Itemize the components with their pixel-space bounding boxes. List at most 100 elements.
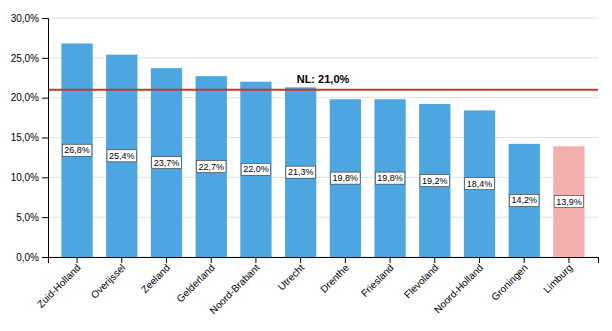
data-label-group: 19,8% [375,172,405,184]
data-label: 26,8% [64,145,90,155]
axis-line [49,258,599,264]
data-label: 13,9% [556,197,582,207]
tick-label: 20,0% [11,92,39,103]
tick-label: Friesland [359,262,396,299]
chart-svg: Zuid-HollandOverijsselZeelandGelderlandN… [0,0,612,331]
data-labels: 26,8% 25,4% 23,7% 22,7% 22,0% 21,3% 19,8% 19,8%… [62,144,583,207]
tick-label: Gelderland [174,262,216,304]
tick: Utrecht [276,257,307,293]
grid-line [48,18,598,19]
tick-mark [211,257,212,263]
tick: Noord-Brabant [207,257,261,316]
bar [240,82,271,257]
data-label-group: 19,8% [331,172,361,184]
tick-mark [390,257,391,263]
tick-mark [434,257,435,263]
tick-label: Groningen [489,262,530,303]
data-label-box [241,163,271,175]
tick: 10,0% [11,172,48,183]
data-label: 19,8% [377,173,403,183]
data-label-group: 22,7% [196,161,226,173]
data-label-box [152,157,182,169]
data-label: 19,2% [422,176,448,186]
tick-label: 0,0% [16,252,39,263]
tick-label: Zeeland [139,262,172,295]
tick: Zeeland [139,257,172,295]
tick-label: 25,0% [11,53,39,64]
tick: Friesland [359,257,396,299]
data-label-box [420,175,450,187]
chart-container: Zuid-HollandOverijsselZeelandGelderlandN… [0,0,612,331]
data-label-box [286,166,316,178]
bar [374,99,405,257]
plot: Zuid-HollandOverijsselZeelandGelderlandN… [11,13,599,316]
tick-mark [568,257,569,263]
tick-label: Noord-Brabant [207,262,261,316]
bar [285,87,316,257]
data-label: 14,2% [511,195,537,205]
tick: 5,0% [16,212,48,223]
tick-label: Limburg [541,262,574,295]
tick: Noord-Holland [432,257,485,315]
data-label-group: 26,8% [62,144,92,156]
y-axis: 0,0% 5,0% 10,0% 15,0% 20,0% 25,0% 30,0% [11,13,49,263]
data-label: 25,4% [109,151,135,161]
data-label-box [196,161,226,173]
tick: 30,0% [11,13,48,24]
tick-label: Flevoland [402,262,440,300]
bar [509,144,540,257]
reference-label: NL: 21,0% [297,73,350,85]
data-label-group: 23,7% [152,157,182,169]
bars [48,43,598,257]
data-label-group: 14,2% [509,194,539,206]
tick-label: Utrecht [276,262,307,293]
tick-mark [42,217,48,218]
tick-mark [166,257,167,263]
tick: 15,0% [11,132,48,143]
tick-label: 15,0% [11,132,39,143]
tick-mark [255,257,256,263]
tick-mark [300,257,301,263]
data-label-group: 13,9% [554,196,584,208]
data-label-box [331,172,361,184]
tick: Flevoland [402,257,440,300]
tick: Zuid-Holland [35,257,83,310]
data-label-group: 18,4% [465,178,495,190]
data-label-box [465,178,495,190]
bar [419,104,450,257]
data-label-box [107,150,137,162]
reference-line [48,89,598,91]
tick-label: Overijssel [89,262,128,301]
tick: Overijssel [89,257,128,301]
data-label-group: 25,4% [107,150,137,162]
tick-mark [121,257,122,263]
tick: 25,0% [11,53,48,64]
tick-label: 30,0% [11,13,39,24]
data-label-group: 21,3% [286,166,316,178]
data-label: 23,7% [154,158,180,168]
data-label-box [554,196,584,208]
bar [464,110,495,257]
data-label: 22,7% [198,162,224,172]
bar [553,146,584,257]
tick-label: Noord-Holland [432,262,485,315]
x-axis: Zuid-HollandOverijsselZeelandGelderlandN… [35,257,599,316]
bar [61,43,92,257]
tick: Gelderland [174,257,216,304]
tick-mark [345,257,346,263]
data-label-box [509,194,539,206]
data-label-box [375,172,405,184]
tick-label: Zuid-Holland [35,262,83,310]
tick-mark [42,18,48,19]
tick-mark [524,257,525,263]
tick-mark [42,177,48,178]
tick-mark [42,98,48,99]
tick-mark [479,257,480,263]
tick-mark [42,257,48,258]
data-label-group: 22,0% [241,163,271,175]
tick: Limburg [541,257,574,295]
tick-label: 5,0% [16,212,39,223]
tick: Groningen [489,257,530,303]
data-label: 19,8% [333,173,359,183]
tick: 0,0% [16,252,48,263]
